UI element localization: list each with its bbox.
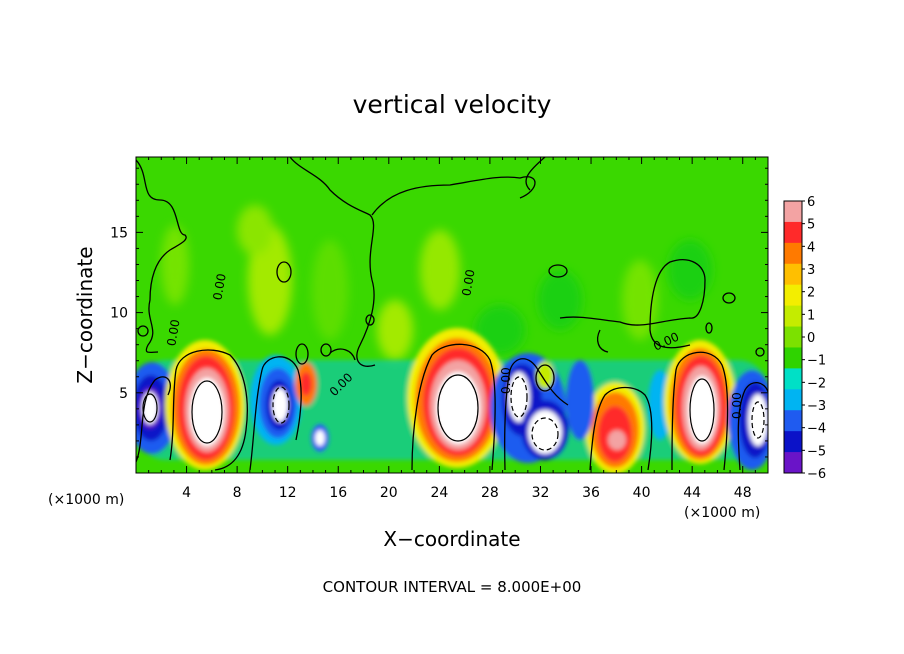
contour-label: 0.00 [210, 272, 228, 301]
colorbar-swatch [784, 305, 802, 328]
colorbar-tick-label: 4 [807, 240, 815, 255]
contour-lines [136, 157, 768, 471]
contour-interval-note: CONTOUR INTERVAL = 8.000E+00 [323, 578, 582, 596]
x-axis: 4 8 12 16 20 24 28 32 36 40 44 48 [148, 157, 756, 501]
y-tick-label: 15 [110, 225, 128, 241]
colorbar-swatch [784, 242, 802, 265]
x-unit-left: (×1000 m) [48, 492, 124, 508]
x-axis-label: X−coordinate [383, 527, 520, 551]
positive-contours [142, 374, 715, 444]
colorbar-swatch [784, 347, 802, 369]
x-tick-label: 8 [233, 485, 242, 501]
colorbar-tick-label: −2 [807, 376, 826, 391]
x-tick-label: 16 [329, 485, 347, 501]
x-tick-label: 28 [481, 485, 499, 501]
x-tick-label: 12 [279, 485, 297, 501]
x-tick-label: 36 [582, 485, 600, 501]
colorbar-swatch [784, 326, 802, 348]
upper-field-shading [161, 205, 712, 360]
x-tick-label: 40 [633, 485, 651, 501]
x-tick-label: 32 [532, 485, 550, 501]
colorbar: 6 5 4 3 2 1 0 −1 −2 −3 −4 −5 −6 [783, 195, 826, 482]
contour-label: 0.00 [459, 268, 477, 297]
velocity-cells [136, 328, 768, 473]
x-tick-label: 48 [734, 485, 752, 501]
contour-label: 0.00 [499, 367, 513, 394]
colorbar-tick-label: 2 [807, 286, 815, 301]
colorbar-swatch [784, 431, 802, 453]
colorbar-tick-label: 5 [807, 218, 815, 233]
x-unit-right: (×1000 m) [684, 505, 760, 521]
colorbar-swatch [784, 284, 802, 307]
colorbar-swatch [784, 452, 802, 474]
colorbar-tick-label: 6 [807, 195, 815, 210]
plot-area: 0.00 0.00 0.00 0.00 0.00 0.00 0.00 [136, 157, 768, 473]
colorbar-swatch [784, 368, 802, 390]
colorbar-tick-label: 1 [807, 308, 815, 323]
x-tick-label: 4 [182, 485, 191, 501]
colorbar-tick-label: −6 [807, 467, 826, 482]
velocity-cell [490, 353, 569, 463]
colorbar-swatch [784, 410, 802, 432]
velocity-cell [250, 355, 302, 445]
contour-label: 0.00 [730, 392, 744, 419]
velocity-cell [728, 370, 768, 470]
x-tick-label: 44 [683, 485, 701, 501]
velocity-cell [407, 328, 507, 468]
velocity-cell [664, 340, 736, 464]
velocity-cell [165, 340, 245, 470]
y-tick-label: 5 [119, 386, 128, 402]
colorbar-swatch [784, 263, 802, 286]
x-tick-label: 20 [380, 485, 398, 501]
colorbar-tick-label: −3 [807, 399, 826, 414]
colorbar-tick-label: −4 [807, 422, 826, 437]
colorbar-tick-label: −5 [807, 444, 826, 459]
colorbar-tick-label: 3 [807, 263, 815, 278]
y-axis: 5 10 15 [110, 167, 768, 458]
colorbar-tick-label: 0 [807, 331, 815, 346]
colorbar-swatch [784, 389, 802, 411]
y-axis-label: Z−coordinate [73, 246, 97, 383]
colorbar-swatch [784, 201, 802, 223]
x-tick-label: 24 [430, 485, 448, 501]
colorbar-swatch [784, 221, 802, 244]
y-tick-label: 10 [110, 306, 128, 322]
colorbar-tick-label: −1 [807, 354, 826, 369]
negative-contours [272, 376, 765, 451]
contour-label: 0.00 [164, 318, 182, 347]
chart-title: vertical velocity [353, 90, 552, 119]
